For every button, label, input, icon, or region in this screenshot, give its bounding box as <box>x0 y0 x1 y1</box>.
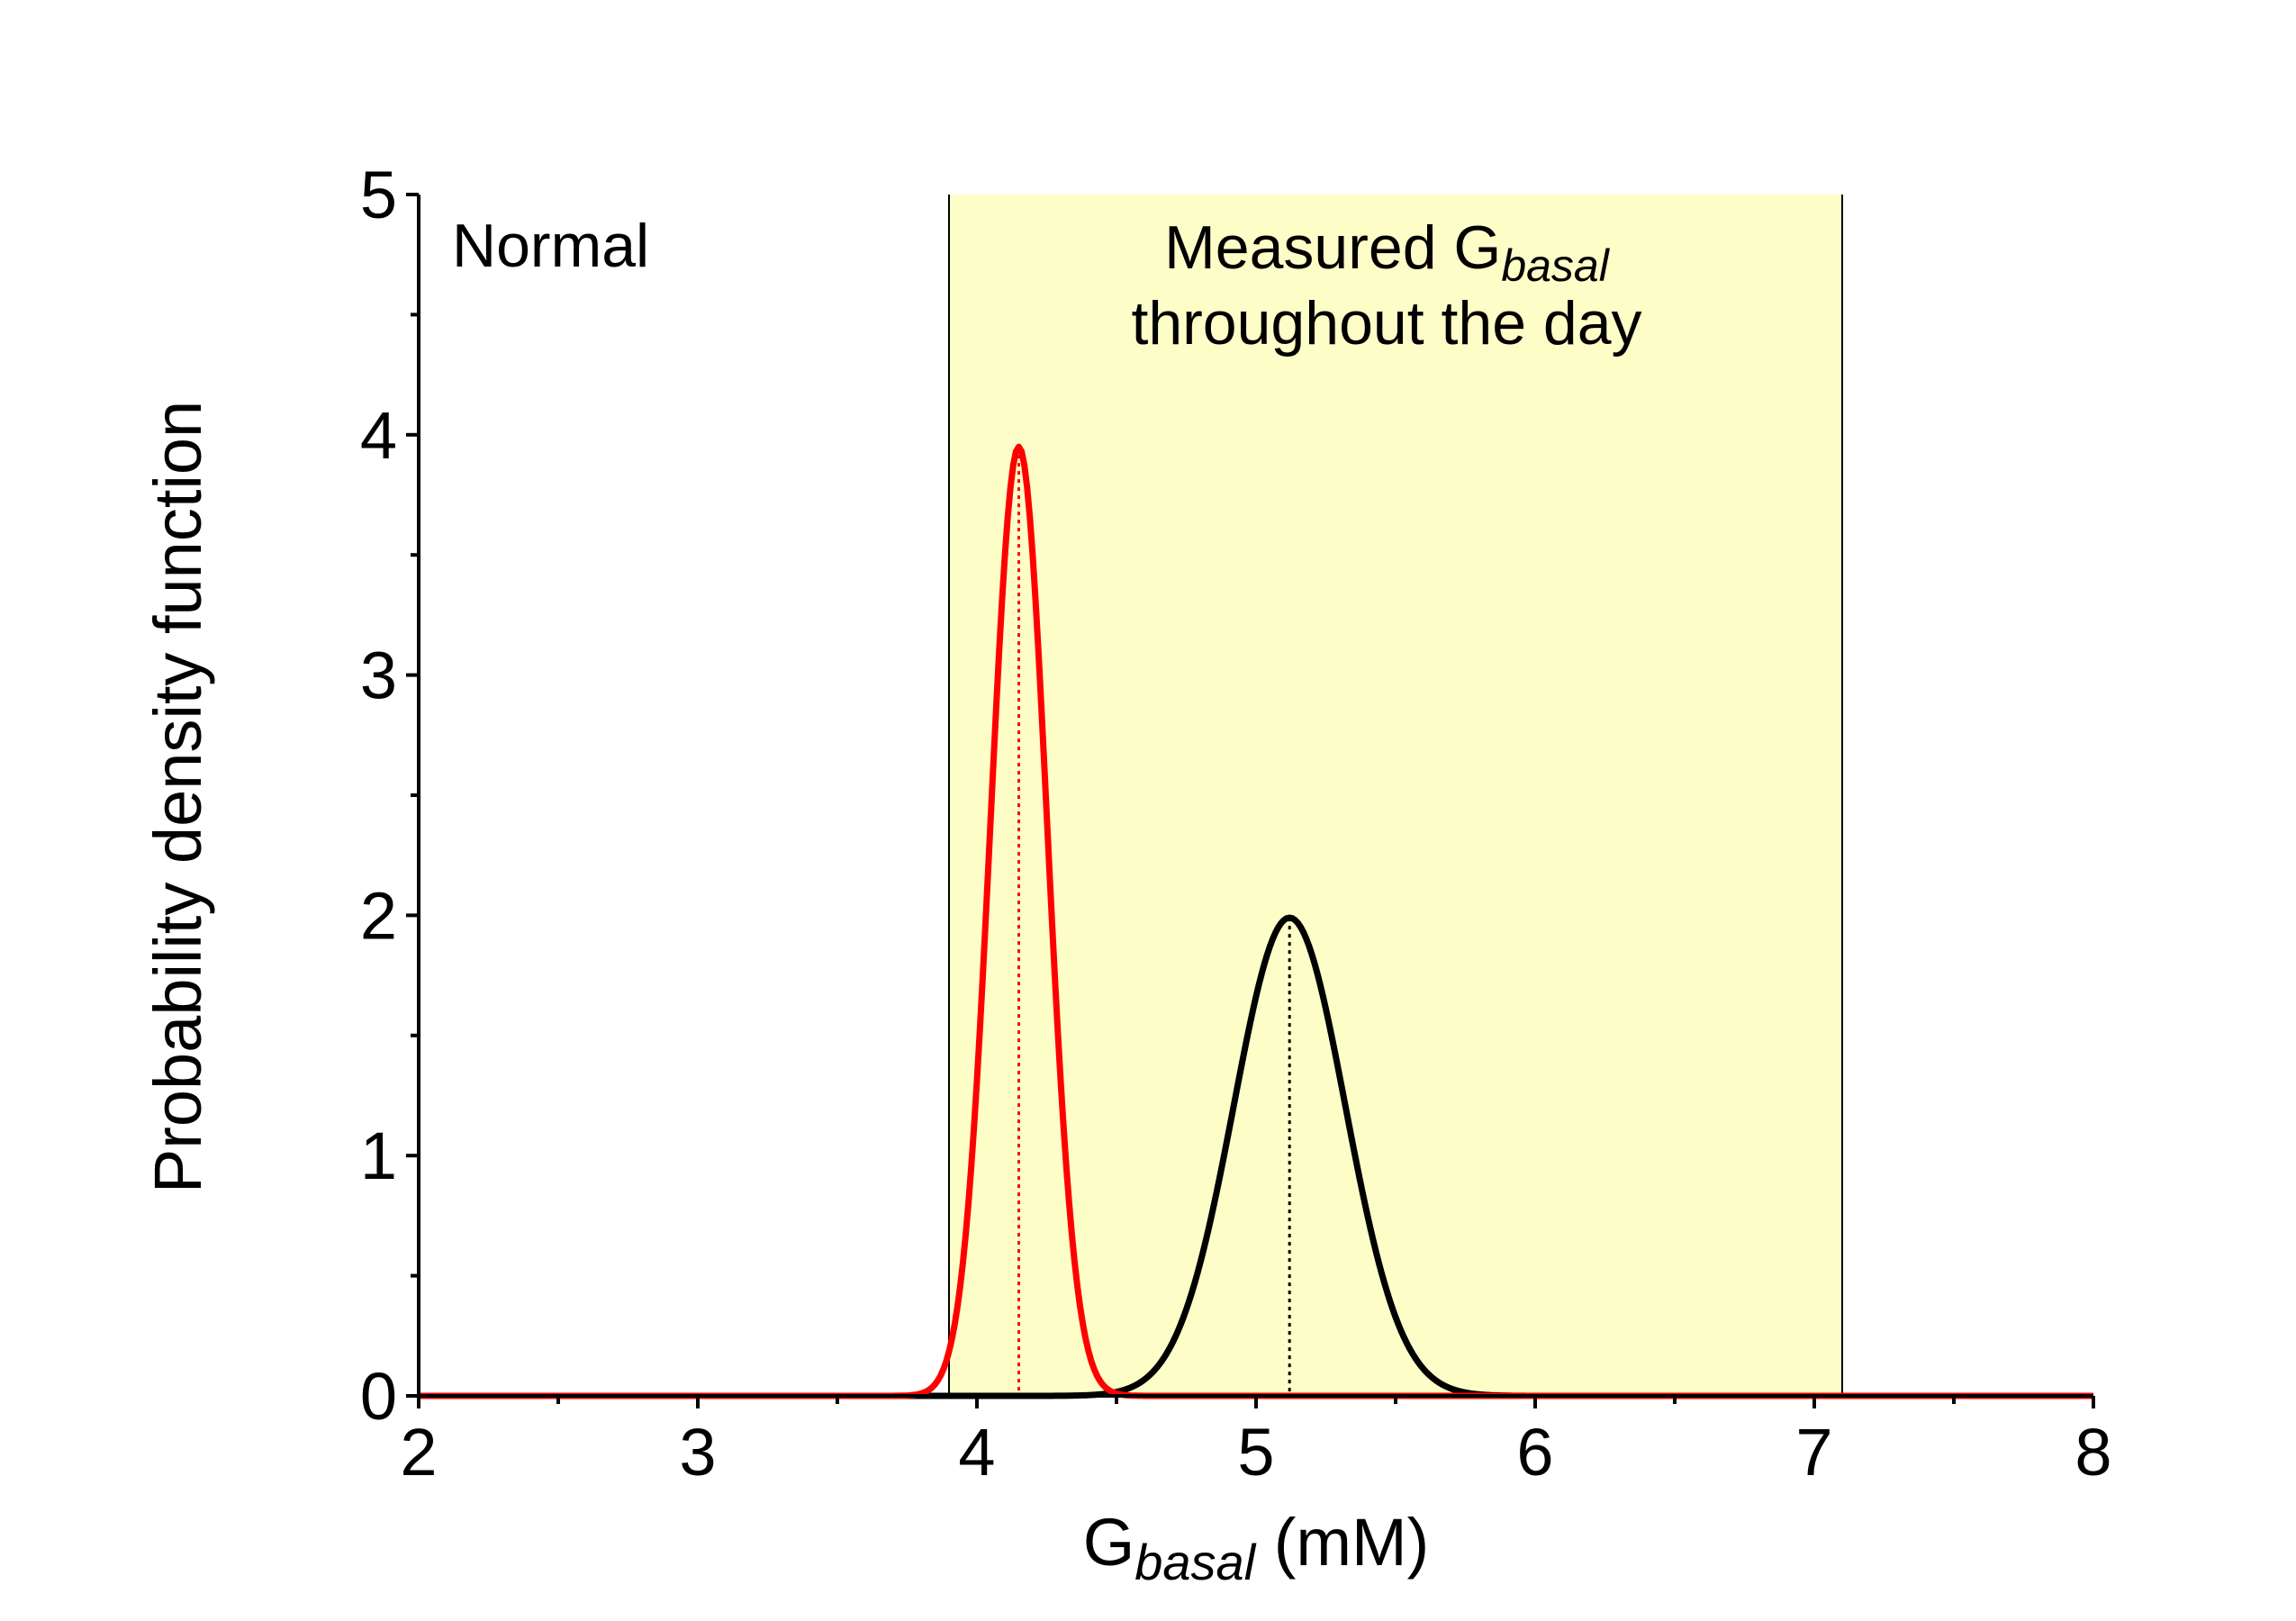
y-tick-label: 1 <box>360 1118 397 1193</box>
x-axis-label-subscript: basal <box>1134 1534 1256 1590</box>
x-tick-label: 5 <box>1237 1415 1274 1490</box>
measured-range-region <box>949 195 1842 1396</box>
region-label-main: Measured G <box>1164 213 1501 282</box>
y-tick-label: 0 <box>360 1359 397 1434</box>
x-tick-label: 2 <box>400 1415 437 1490</box>
y-tick-label: 5 <box>360 158 397 232</box>
y-tick-label: 3 <box>360 638 397 713</box>
y-axis-label: Probability density function <box>140 401 215 1193</box>
x-axis-label: Gbasal (mM) <box>1083 1505 1430 1590</box>
y-ticks: 0 1 2 3 4 5 <box>360 158 419 1434</box>
x-axis-label-units: (mM) <box>1255 1505 1429 1580</box>
region-label-line1: Measured Gbasal <box>1164 213 1611 291</box>
y-tick-label: 4 <box>360 398 397 473</box>
x-tick-label: 8 <box>2075 1415 2111 1490</box>
x-tick-label: 3 <box>679 1415 716 1490</box>
x-axis-label-main: G <box>1083 1505 1135 1580</box>
x-tick-label: 6 <box>1516 1415 1553 1490</box>
x-tick-label: 4 <box>958 1415 995 1490</box>
normal-label: Normal <box>452 212 649 280</box>
region-label-line2: throughout the day <box>1131 289 1641 358</box>
region-label-subscript: basal <box>1501 240 1610 291</box>
axes-group: 2 3 4 5 6 7 8 0 1 2 3 4 5 <box>360 158 2112 1490</box>
x-tick-label: 7 <box>1795 1415 1832 1490</box>
x-ticks: 2 3 4 5 6 7 8 <box>400 1396 2112 1490</box>
y-tick-label: 2 <box>360 878 397 953</box>
